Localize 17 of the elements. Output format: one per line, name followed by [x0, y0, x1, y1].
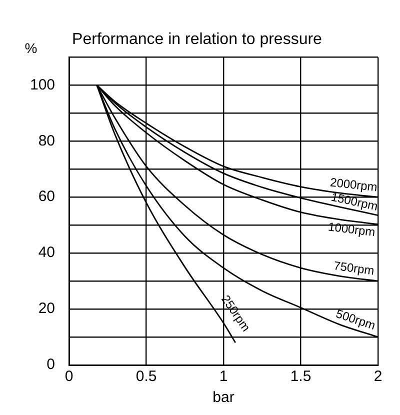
- text: 500rpm: [334, 306, 378, 333]
- x-tick-label: 1.5: [290, 368, 312, 386]
- text: 2000rpm: [329, 175, 378, 194]
- y-tick-label: 0: [46, 356, 56, 374]
- text: 750rpm: [332, 258, 376, 278]
- y-tick-label: 100: [30, 76, 56, 94]
- x-tick-label: 0: [64, 368, 74, 386]
- y-tick-label: 60: [38, 188, 56, 206]
- y-tick-label: 40: [38, 244, 56, 262]
- x-tick-label: 2: [374, 368, 382, 386]
- y-tick-label: 20: [38, 300, 56, 318]
- chart-title: Performance in relation to pressure: [72, 31, 322, 48]
- x-axis-title: bar: [212, 389, 234, 406]
- x-tick-label: 0.5: [136, 368, 157, 386]
- y-tick-label: 80: [38, 132, 56, 150]
- y-axis-title: %: [24, 40, 38, 56]
- x-tick-label: 1: [219, 368, 228, 386]
